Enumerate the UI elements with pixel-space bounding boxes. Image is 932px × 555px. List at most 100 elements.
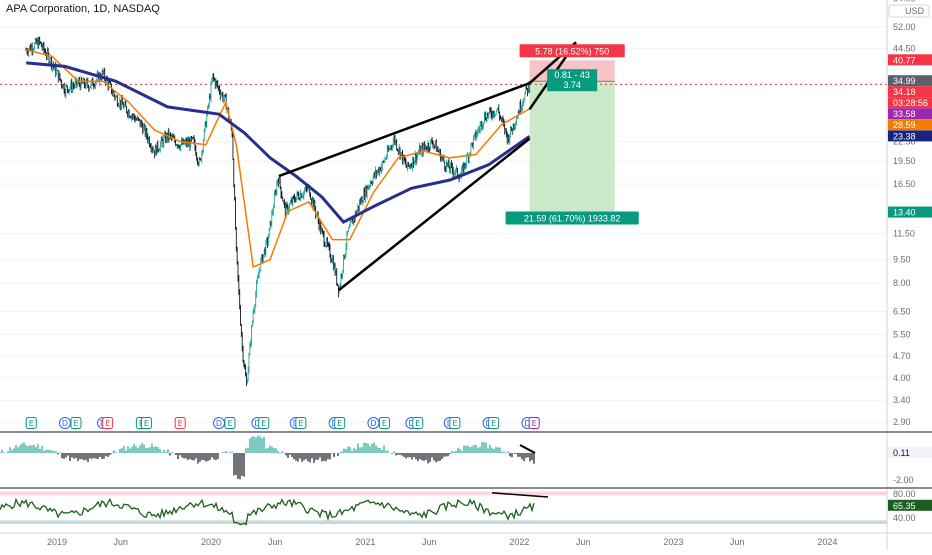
event-label: D	[62, 419, 68, 428]
price-tick-label: 5.50	[893, 329, 911, 339]
event-box	[449, 417, 461, 429]
macd-value-bg	[888, 447, 932, 458]
event-marker: E	[449, 417, 461, 429]
event-box	[25, 417, 37, 429]
price-tick-label: 19.50	[893, 156, 916, 166]
event-label: E	[532, 419, 537, 428]
price-tag: 03:28:56	[888, 97, 932, 109]
target-label-text: 21.59 (61.70%) 1933.82	[524, 214, 621, 224]
rsi-oversold-band	[0, 520, 887, 524]
rsi-overbought-band	[0, 491, 887, 496]
event-box	[224, 417, 236, 429]
event-marker: E	[224, 417, 236, 429]
currency-label: USD	[905, 6, 925, 16]
time-tick-label: Jun	[730, 537, 745, 547]
center-label-line1: 0.81 - 43	[554, 70, 590, 80]
event-box	[295, 417, 307, 429]
stop-label-bg	[519, 44, 625, 58]
event-label: D	[254, 419, 260, 428]
event-box	[378, 417, 390, 429]
price-tag: 23.38	[888, 130, 932, 142]
event-marker: E	[528, 417, 540, 429]
event-label: D	[370, 419, 376, 428]
price-tick-label: 64.00	[893, 0, 916, 4]
price-tag-text: 40.77	[893, 55, 916, 65]
price-tag-text: 34.18	[893, 87, 916, 97]
currency-box	[888, 4, 930, 18]
price-tag-bg	[888, 86, 932, 98]
event-marker: E	[140, 417, 152, 429]
price-tag-bg	[888, 97, 932, 109]
event-label: E	[337, 419, 342, 428]
price-tick-label: 3.40	[893, 395, 911, 405]
event-label: E	[452, 419, 457, 428]
time-tick-label: Jun	[576, 537, 591, 547]
price-tag-bg	[888, 206, 932, 218]
price-tag: 33.58	[888, 108, 932, 120]
rsi-value-bg	[888, 499, 932, 511]
ma-orange-line	[26, 49, 530, 269]
event-label: E	[415, 419, 420, 428]
price-tick-label: 4.70	[893, 351, 911, 361]
time-tick-label: Jun	[422, 537, 437, 547]
event-label: E	[144, 419, 149, 428]
price-tag-text: 13.40	[893, 208, 916, 218]
event-label: E	[178, 419, 183, 428]
macd-histogram	[0, 435, 535, 480]
time-tick-label: 2019	[47, 537, 67, 547]
time-tick-label: 2024	[817, 537, 837, 547]
time-tick-label: Jun	[268, 537, 283, 547]
price-axis-ticks: 64.00 52.00 44.50 22.50 19.50 16.50 11.50 9.50 8…	[893, 0, 916, 427]
event-box	[70, 417, 82, 429]
trendline	[278, 81, 530, 178]
event-marker: E	[295, 417, 307, 429]
event-label: E	[73, 419, 78, 428]
event-label: E	[298, 419, 303, 428]
target-label-bg	[505, 211, 639, 225]
target-label: 21.59 (61.70%) 1933.82	[505, 211, 639, 225]
price-tag: 40.77	[888, 54, 932, 66]
event-marker: E	[488, 417, 500, 429]
event-box	[140, 417, 152, 429]
price-tag-text: 28.59	[893, 120, 916, 130]
event-label: E	[491, 419, 496, 428]
time-tick-label: 2020	[201, 537, 221, 547]
price-tick-label: 6.50	[893, 307, 911, 317]
price-tag-bg	[888, 130, 932, 142]
event-marker: E	[258, 417, 270, 429]
center-label: 0.81 - 433.74	[547, 69, 598, 92]
event-marker: E	[174, 417, 186, 429]
event-marker: D	[367, 417, 380, 429]
time-tick-label: Jun	[113, 537, 128, 547]
price-tag-text: 34.99	[893, 76, 916, 86]
stop-label: 5.78 (16.52%) 750	[519, 44, 625, 58]
events-row: EDEDEEEEDEDEDEDEDEDEDEDEDE	[25, 417, 540, 429]
price-tag: 34.18	[888, 86, 932, 98]
event-label: D	[408, 419, 414, 428]
grid	[0, 26, 887, 423]
price-tick-label: 9.50	[893, 255, 911, 265]
rsi-tick-label-80: 80.00	[893, 489, 916, 499]
event-box	[174, 417, 186, 429]
price-tick-label: 2.90	[893, 417, 911, 427]
price-tag-text: 33.58	[893, 109, 916, 119]
price-tick-label: 11.50	[893, 228, 915, 238]
center-label-bg	[547, 69, 598, 92]
macd-trendline	[519, 444, 536, 454]
price-tag: 28.59	[888, 119, 932, 131]
event-box	[102, 417, 114, 429]
price-tag-bg	[888, 75, 932, 87]
price-tag-bg	[888, 119, 932, 131]
rsi-value-tag: 65.35	[893, 501, 916, 511]
time-tick-label: 2022	[509, 537, 529, 547]
event-label: D	[216, 419, 222, 428]
event-label: E	[227, 419, 232, 428]
price-tag-text: 23.38	[893, 131, 916, 141]
price-tick-label: 4.00	[893, 373, 911, 383]
event-marker: D	[213, 417, 226, 429]
event-box	[488, 417, 500, 429]
price-tag: 34.99	[888, 75, 932, 87]
